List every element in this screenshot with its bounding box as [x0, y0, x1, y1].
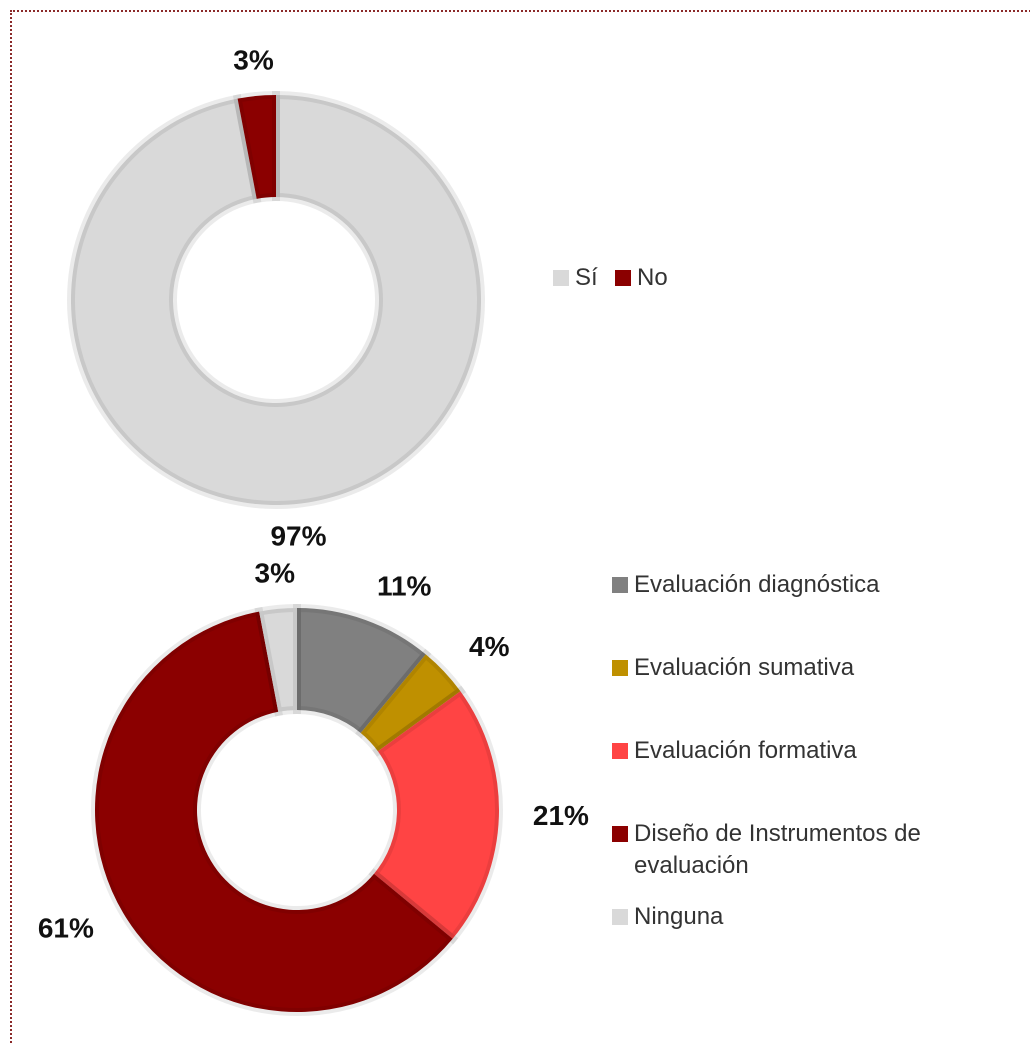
legend-label: No [637, 264, 668, 291]
legend-item: Evaluación diagnóstica [612, 569, 1002, 601]
data-label: 3% [255, 557, 296, 588]
legend-item: Ninguna [612, 901, 1002, 933]
slice [232, 90, 280, 204]
legend-swatch [612, 826, 628, 842]
legend-label: Diseño de Instrumentos de evaluación [634, 820, 921, 879]
legend-swatch [615, 270, 631, 286]
legend-label: Evaluación diagnóstica [634, 571, 880, 598]
legend-swatch [553, 270, 569, 286]
legend-swatch [612, 909, 628, 925]
legend-label: Sí [575, 264, 598, 291]
legend-item: Sí [553, 262, 598, 294]
slice [91, 606, 459, 1016]
data-label: 3% [233, 44, 274, 75]
data-label: 11% [377, 570, 432, 601]
legend-item: Evaluación sumativa [612, 652, 1002, 684]
data-label: 97% [270, 520, 326, 551]
legend-label: Evaluación sumativa [634, 654, 855, 681]
data-label: 4% [469, 631, 510, 662]
legend-label: Evaluación formativa [634, 737, 857, 764]
slice [368, 685, 503, 945]
legend-swatch [612, 577, 628, 593]
legend-label: Ninguna [634, 903, 724, 930]
slice [254, 603, 301, 717]
slice [355, 648, 467, 757]
legend-item: Diseño de Instrumentos de evaluación [612, 818, 1002, 882]
legend-swatch [612, 660, 628, 676]
frame [10, 10, 1030, 1045]
slice [293, 603, 432, 739]
slice [67, 90, 485, 509]
legend-item: No [615, 262, 668, 294]
legend-item: Evaluación formativa [612, 735, 1002, 767]
data-label: 21% [533, 800, 589, 831]
data-label: 61% [38, 913, 94, 944]
legend-swatch [612, 743, 628, 759]
